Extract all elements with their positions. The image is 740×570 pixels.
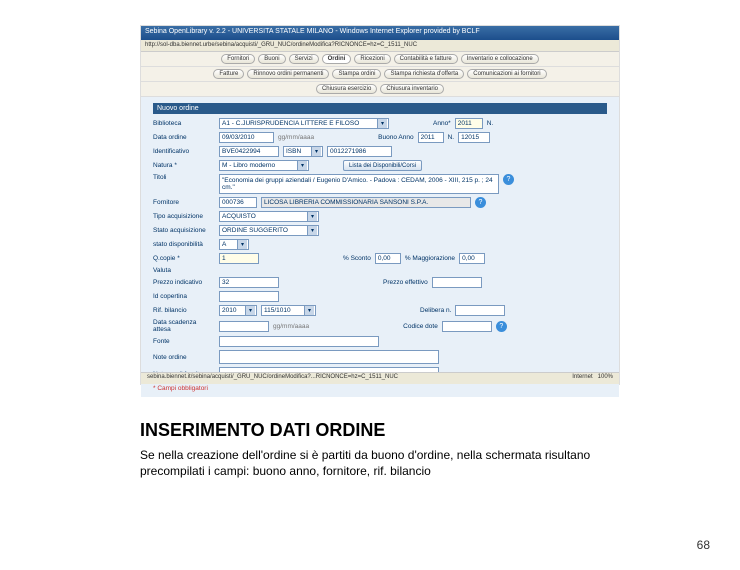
field-anno[interactable]: 2011 [455,118,483,129]
field-titoli[interactable]: "Economia dei gruppi aziendali / Eugenio… [219,174,499,194]
select-biblioteca[interactable]: A1 - C.JURISPRUDENCIA LITTERE E FILOSO [219,118,389,129]
label-buono-n: N. [448,134,455,141]
field-ident-value[interactable]: BVE0422994 [219,146,279,157]
page-number: 68 [697,538,710,552]
address-bar[interactable]: http://sol-dba.biennet.urbe/sebina/acqui… [141,40,619,52]
field-ident-code[interactable]: 0012271986 [327,146,392,157]
button-lista-disponibili[interactable]: Lista dei Disponibili/Corsi [343,160,422,171]
field-magg[interactable]: 0,00 [459,253,485,264]
label-stato: Stato acquisizione [153,227,215,234]
label-note-ordine: Note ordine [153,354,215,361]
label-delibera: Delibera n. [420,307,451,314]
field-codice-dote[interactable] [442,321,492,332]
label-titoli: Titoli [153,174,215,181]
field-delibera[interactable] [455,305,505,316]
label-prezzo-eff: Prezzo effettivo [383,279,428,286]
help-icon[interactable]: ? [475,197,486,208]
field-buono-anno[interactable]: 2011 [418,132,444,143]
field-fornitore-code[interactable]: 000736 [219,197,257,208]
tab-fatture[interactable]: Fatture [213,69,244,79]
label-identificativo: Identificativo [153,148,215,155]
tab-stampa-ordini[interactable]: Stampa ordini [332,69,381,79]
browser-window: Sebina OpenLibrary v. 2.2 - UNIVERSITA S… [140,25,620,385]
label-anno: Anno* [433,120,451,127]
tab-contabilita[interactable]: Contabilità e fatture [394,54,458,64]
label-fonte: Fonte [153,338,215,345]
label-buono-anno: Buono Anno [378,134,413,141]
tab-ricezioni[interactable]: Ricezioni [354,54,390,64]
field-sconto[interactable]: 0,00 [375,253,401,264]
select-natura[interactable]: M - Libro moderno [219,160,309,171]
hint-date-format: gg/mm/aaaa [278,134,314,141]
label-tipo-acq: Tipo acquisizione [153,213,215,220]
label-magg: % Maggiorazione [405,255,455,262]
field-fonte[interactable] [219,336,379,347]
select-rif-code[interactable]: 115/1010 [261,305,316,316]
label-fornitore: Fornitore [153,199,215,206]
field-fornitore-name: LICOSA LIBRERIA COMMISSIONARIA SANSONI S… [261,197,471,208]
field-data-ordine[interactable]: 09/03/2010 [219,132,274,143]
tab-rinnovo[interactable]: Rinnovo ordini permanenti [247,69,329,79]
tab-servizi[interactable]: Servizi [289,54,319,64]
tab-ordini[interactable]: Ordini [322,54,352,64]
status-left: sebina.biennet.it/sebina/acquisti/_GRU_N… [147,374,398,383]
select-ident-tipo[interactable]: ISBN [283,146,323,157]
field-prezzo-eff[interactable] [432,277,482,288]
tab-buoni[interactable]: Buoni [258,54,285,64]
status-bar: sebina.biennet.it/sebina/acquisti/_GRU_N… [141,372,619,384]
tab-fornitori[interactable]: Fornitori [221,54,255,64]
section-title: Nuovo ordine [153,103,607,114]
select-rif-anno[interactable]: 2010 [219,305,257,316]
label-codice-dote: Codice dote [403,323,438,330]
select-stato[interactable]: ORDINE SUGGERITO [219,225,319,236]
help-icon[interactable]: ? [496,321,507,332]
tab-chiusura-esercizio[interactable]: Chiusura esercizio [316,84,377,94]
label-rif-bilancio: Rif. bilancio [153,307,215,314]
slide-description: Se nella creazione dell'ordine si è part… [140,448,610,479]
label-data-scad: Data scadenza attesa [153,319,215,333]
tab-stampa-richiesta[interactable]: Stampa richiesta d'offerta [384,69,464,79]
field-copie[interactable]: 1 [219,253,259,264]
tab-row-2: Fatture Rinnovo ordini permanenti Stampa… [141,67,619,82]
label-natura: Natura * [153,162,215,169]
tab-row-3: Chiusura esercizio Chiusura inventario [141,82,619,97]
tab-chiusura-inventario[interactable]: Chiusura inventario [380,84,444,94]
help-icon[interactable]: ? [503,174,514,185]
label-sconto: % Sconto [343,255,371,262]
window-titlebar: Sebina OpenLibrary v. 2.2 - UNIVERSITA S… [141,26,619,40]
label-data-ordine: Data ordine [153,134,215,141]
tab-inventario[interactable]: Inventario e collocazione [461,54,539,64]
field-copertina[interactable] [219,291,279,302]
field-buono-n[interactable]: 12015 [458,132,490,143]
tab-row-1: Fornitori Buoni Servizi Ordini Ricezioni… [141,52,619,67]
field-note-ordine[interactable] [219,350,439,364]
select-disp[interactable]: A [219,239,249,250]
field-data-scad[interactable] [219,321,269,332]
tab-comunicazioni[interactable]: Comunicazioni ai fornitori [467,69,546,79]
label-prezzo-ind: Prezzo indicativo [153,279,215,286]
form-area: Nuovo ordine Biblioteca A1 - C.JURISPRUD… [141,97,619,397]
status-right: Internet 100% [572,374,613,383]
select-tipo-acq[interactable]: ACQUISTO [219,211,319,222]
field-prezzo-ind[interactable]: 32 [219,277,279,288]
label-valuta: Valuta [153,267,215,274]
label-biblioteca: Biblioteca [153,120,215,127]
label-copertina: Id copertina [153,293,215,300]
required-note: * Campi obbligatori [153,385,607,392]
label-copie: Q.copie * [153,255,215,262]
label-disponibilita: stato disponibilità [153,241,215,248]
slide-heading: INSERIMENTO DATI ORDINE [140,420,385,441]
slide: Sebina OpenLibrary v. 2.2 - UNIVERSITA S… [0,0,740,570]
